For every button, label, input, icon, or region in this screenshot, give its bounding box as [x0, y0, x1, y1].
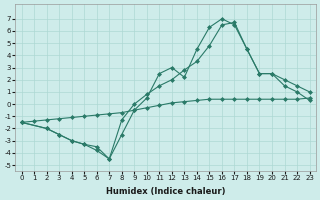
- X-axis label: Humidex (Indice chaleur): Humidex (Indice chaleur): [106, 187, 225, 196]
